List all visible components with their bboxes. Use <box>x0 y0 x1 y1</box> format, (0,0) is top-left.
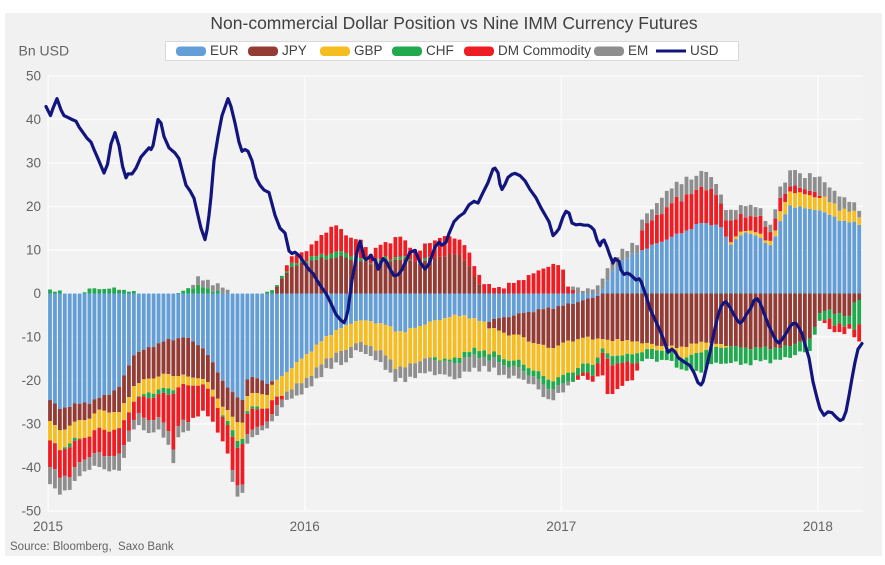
svg-text:20: 20 <box>26 199 41 214</box>
svg-text:JPY: JPY <box>282 43 307 58</box>
svg-text:CHF: CHF <box>426 43 454 58</box>
svg-text:2016: 2016 <box>290 519 320 534</box>
svg-text:Bn USD: Bn USD <box>19 43 70 59</box>
svg-text:EUR: EUR <box>210 43 239 58</box>
svg-text:2015: 2015 <box>33 519 63 534</box>
svg-text:Source: Bloomberg, Saxo Bank: Source: Bloomberg, Saxo Bank <box>10 541 174 553</box>
svg-text:DM Commodity: DM Commodity <box>498 43 591 58</box>
svg-text:10: 10 <box>26 243 41 258</box>
svg-text:EM: EM <box>628 43 648 58</box>
svg-text:0: 0 <box>33 286 41 301</box>
svg-text:USD: USD <box>690 43 719 58</box>
svg-text:-30: -30 <box>21 417 41 432</box>
svg-text:-10: -10 <box>21 330 41 345</box>
svg-text:2017: 2017 <box>546 519 576 534</box>
svg-text:50: 50 <box>26 69 41 84</box>
svg-text:Non-commercial Dollar Position: Non-commercial Dollar Position vs Nine I… <box>210 13 697 33</box>
svg-text:-40: -40 <box>21 460 41 475</box>
svg-text:GBP: GBP <box>354 43 383 58</box>
svg-text:40: 40 <box>26 112 41 127</box>
svg-text:-20: -20 <box>21 373 41 388</box>
svg-text:30: 30 <box>26 156 41 171</box>
svg-text:-50: -50 <box>21 504 41 519</box>
svg-text:2018: 2018 <box>803 519 833 534</box>
